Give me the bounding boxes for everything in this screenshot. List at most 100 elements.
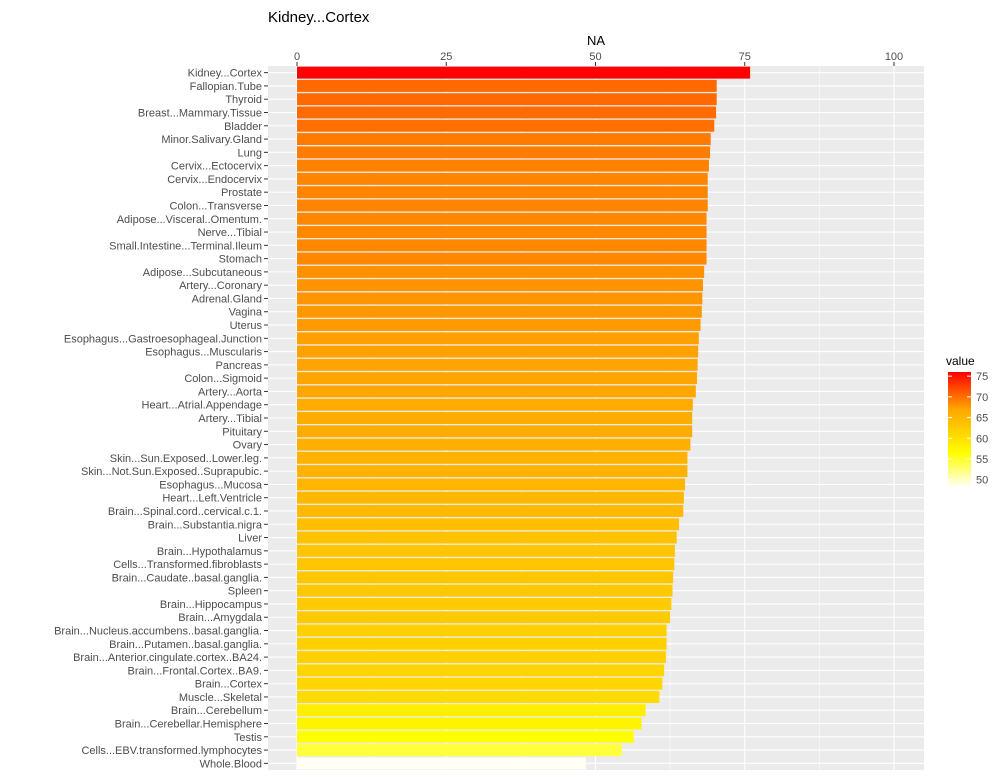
bar <box>297 305 702 318</box>
bar <box>297 106 717 119</box>
category-label: Muscle...Skeletal <box>179 692 262 704</box>
legend-tick-label: 65 <box>976 413 988 425</box>
bar <box>297 119 715 132</box>
category-label: Skin...Not.Sun.Exposed..Suprapubic. <box>81 466 262 478</box>
x-tick-label: 0 <box>294 51 300 63</box>
bar <box>297 664 665 677</box>
category-label: Brain...Spinal.cord..cervical.c.1. <box>108 506 262 518</box>
category-label: Esophagus...Mucosa <box>159 479 263 491</box>
legend-tick-label: 75 <box>976 371 988 383</box>
category-label: Small.Intestine...Terminal.Ileum <box>109 240 262 252</box>
category-label: Testis <box>234 732 263 744</box>
category-label: Heart...Left.Ventricle <box>162 493 262 505</box>
x-tick-label: 75 <box>739 51 751 63</box>
bar <box>297 744 622 757</box>
bar <box>297 451 688 464</box>
category-label: Cells...Transformed.fibroblasts <box>113 559 262 571</box>
category-label: Prostate <box>221 187 262 199</box>
legend-tick-label: 55 <box>976 454 988 466</box>
bar <box>297 478 686 491</box>
bar <box>297 239 707 252</box>
bar <box>297 358 698 371</box>
bar <box>297 186 708 199</box>
x-tick-label: 50 <box>589 51 601 63</box>
category-label: Brain...Caudate..basal.ganglia. <box>112 572 262 584</box>
bar <box>297 690 660 703</box>
bar <box>297 133 711 146</box>
bar <box>297 558 675 571</box>
bar <box>297 319 701 331</box>
category-label: Brain...Cerebellum <box>171 705 262 717</box>
x-tick-label: 100 <box>885 51 903 63</box>
category-label: Cervix...Ectocervix <box>171 161 263 173</box>
bar <box>297 226 707 239</box>
category-label: Heart...Atrial.Appendage <box>142 400 262 412</box>
bar <box>297 757 586 770</box>
x-axis-ticks: 0 25 50 75 100 <box>294 51 903 66</box>
bar <box>297 398 693 411</box>
legend-tick-label: 50 <box>976 475 988 487</box>
category-label: Colon...Transverse <box>169 200 262 212</box>
category-label: Pituitary <box>222 426 262 438</box>
bar <box>297 332 699 345</box>
category-label: Fallopian.Tube <box>190 81 262 93</box>
bar <box>297 730 634 743</box>
legend-colorbar <box>948 372 971 488</box>
category-label: Adipose...Visceral..Omentum. <box>117 214 262 226</box>
category-label: Brain...Hypothalamus <box>157 546 263 558</box>
bar <box>297 651 666 664</box>
category-label: Brain...Anterior.cingulate.cortex..BA24. <box>73 652 262 664</box>
category-label: Skin...Sun.Exposed..Lower.leg. <box>110 453 262 465</box>
bar <box>297 677 663 690</box>
category-label: Spleen <box>228 586 262 598</box>
category-label: Brain...Cortex <box>195 679 263 691</box>
bar <box>297 199 708 212</box>
category-label: Brain...Nucleus.accumbens..basal.ganglia… <box>54 626 262 638</box>
bar <box>297 518 680 531</box>
category-label: Brain...Hippocampus <box>160 599 263 611</box>
bar <box>297 66 751 79</box>
bar <box>297 172 708 185</box>
category-label: Vagina <box>229 307 263 319</box>
bar <box>297 412 693 424</box>
bar <box>297 571 674 584</box>
bar <box>297 624 667 637</box>
y-axis-labels: Kidney...CortexFallopian.TubeThyroidBrea… <box>54 68 268 770</box>
legend-title: value <box>946 354 975 368</box>
bar <box>297 637 667 650</box>
category-label: Brain...Frontal.Cortex..BA9. <box>128 665 263 677</box>
legend-tick-label: 70 <box>976 392 988 404</box>
category-label: Nerve...Tibial <box>198 227 262 239</box>
category-label: Adipose...Subcutaneous <box>143 267 263 279</box>
category-label: Adrenal.Gland <box>192 293 262 305</box>
bar <box>297 425 693 438</box>
bar <box>297 597 672 610</box>
category-label: Whole.Blood <box>200 758 262 770</box>
category-label: Liver <box>238 533 262 545</box>
bar <box>297 584 673 597</box>
category-label: Pancreas <box>216 360 263 372</box>
bar <box>297 159 709 172</box>
bar <box>297 491 684 504</box>
category-label: Lung <box>238 147 262 159</box>
bar <box>297 372 697 385</box>
bar <box>297 292 703 305</box>
category-label: Ovary <box>233 440 263 452</box>
category-label: Breast...Mammary.Tissue <box>138 107 262 119</box>
category-label: Uterus <box>230 320 263 332</box>
category-label: Kidney...Cortex <box>188 68 263 80</box>
bars <box>297 66 751 770</box>
bar <box>297 93 717 106</box>
bar <box>297 438 691 451</box>
bar <box>297 212 707 225</box>
category-label: Artery...Tibial <box>198 413 262 425</box>
category-label: Brain...Substantia.nigra <box>148 519 263 531</box>
bar <box>297 531 677 544</box>
category-label: Brain...Amygdala <box>178 612 263 624</box>
category-label: Artery...Coronary <box>179 280 262 292</box>
category-label: Minor.Salivary.Gland <box>161 134 262 146</box>
legend-tick-label: 60 <box>976 433 988 445</box>
bar <box>297 704 646 717</box>
bar <box>297 717 642 730</box>
category-label: Stomach <box>219 254 262 266</box>
